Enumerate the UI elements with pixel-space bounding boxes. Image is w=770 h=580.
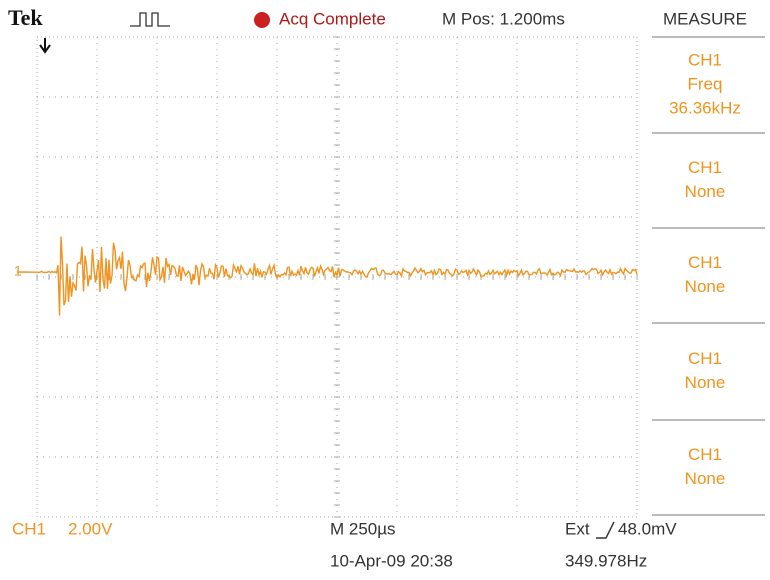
- menu-item-text: CH1: [688, 158, 722, 177]
- trigger-icon: [130, 12, 170, 27]
- menu-item-text: CH1: [688, 349, 722, 368]
- channel-marker: 1: [14, 263, 22, 279]
- footer-datetime: 10-Apr-09 20:38: [330, 551, 453, 570]
- menu-item-text: None: [685, 469, 726, 488]
- menu-item-text: CH1: [688, 253, 722, 272]
- menu-item-text: None: [685, 277, 726, 296]
- measure-menu: MEASURE CH1 Freq 36.36kHz CH1 None CH1 None CH1 N…: [652, 9, 765, 516]
- menu-item-text: None: [685, 182, 726, 201]
- position: M Pos: 1.200ms: [442, 9, 565, 28]
- menu-item-text: None: [685, 373, 726, 392]
- footer-channel: CH1: [12, 519, 46, 538]
- graticule: [36, 36, 638, 518]
- footer-scale: 2.00V: [68, 519, 113, 538]
- trigger-edge-icon: [596, 521, 615, 539]
- menu-item-text: 36.36kHz: [669, 98, 741, 117]
- acq-dot: [254, 12, 270, 28]
- trigger-marker: [39, 38, 51, 54]
- brand: Tek: [8, 5, 43, 30]
- footer-trigger-level: 48.0mV: [618, 519, 677, 538]
- acq-status: Acq Complete: [279, 9, 386, 28]
- menu-item-text: Freq: [688, 74, 723, 93]
- waveform: [16, 236, 638, 316]
- footer-trigger-source: Ext: [565, 519, 590, 538]
- footer-timebase: M 250µs: [330, 519, 396, 538]
- menu-title: MEASURE: [663, 9, 747, 28]
- menu-item-text: CH1: [688, 445, 722, 464]
- footer-frequency: 349.978Hz: [565, 551, 647, 570]
- menu-item-text: CH1: [688, 50, 722, 69]
